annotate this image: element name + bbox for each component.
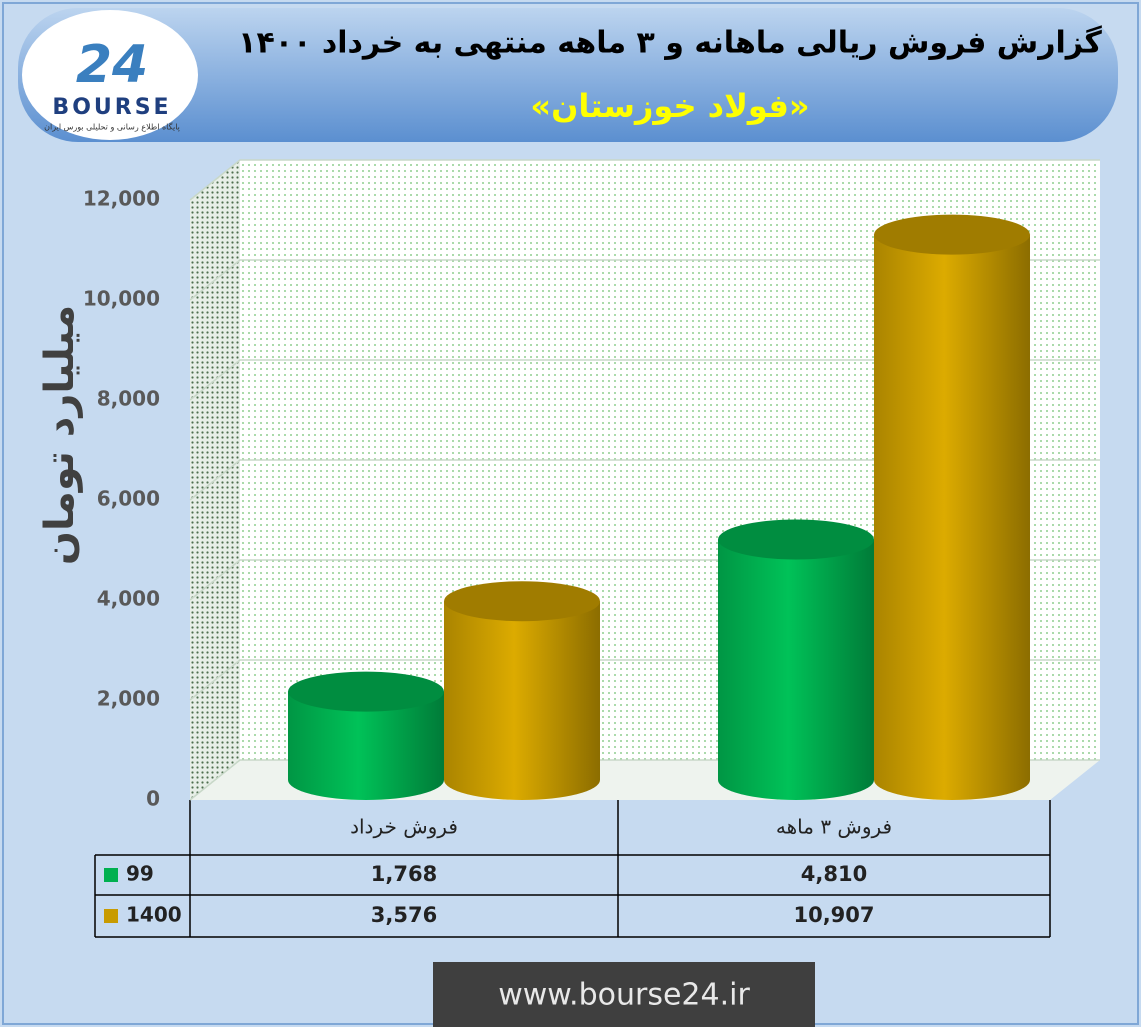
logo-tagline: پایگاه اطلاع رسانی و تحلیلی بورس ایران	[44, 122, 180, 132]
bar-top	[288, 671, 444, 712]
y-tick-label: 6,000	[97, 487, 160, 511]
y-tick-label: 4,000	[97, 587, 160, 611]
table-value: 1,768	[371, 862, 437, 886]
logo-number: 24	[76, 35, 148, 95]
footer-box	[433, 962, 815, 1027]
grid-line	[189, 459, 1100, 501]
bar	[874, 234, 1030, 800]
bar-top	[444, 581, 600, 622]
legend-swatch	[104, 868, 118, 882]
y-tick-label: 0	[146, 787, 160, 811]
legend-label: 99	[126, 862, 154, 886]
logo-bg	[22, 10, 198, 140]
y-tick-label: 10,000	[83, 287, 160, 311]
y-tick-label: 8,000	[97, 387, 160, 411]
table-value: 10,907	[793, 903, 874, 927]
footer-url: www.bourse24.ir	[498, 978, 750, 1013]
grid-line	[189, 259, 1100, 301]
bar-top	[874, 214, 1030, 255]
bar-top	[718, 519, 874, 560]
data-table	[94, 800, 1051, 938]
x-tick-label: فروش ۳ ماهه	[776, 815, 892, 839]
bar	[444, 601, 600, 800]
legend-label: 1400	[126, 903, 182, 927]
chart-subtitle: «فولاد خوزستان»	[530, 87, 809, 125]
grid-line	[189, 359, 1100, 401]
logo-name: BOURSE	[52, 95, 171, 120]
bar	[288, 691, 444, 800]
table-value: 3,576	[371, 903, 437, 927]
header-band	[18, 8, 1118, 142]
y-tick-label: 12,000	[83, 187, 160, 211]
x-tick-label: فروش خرداد	[350, 815, 458, 839]
grid-line	[189, 159, 1100, 201]
table-value: 4,810	[801, 862, 867, 886]
y-axis-title: میلیارد تومان	[37, 305, 83, 565]
y-tick-label: 2,000	[97, 687, 160, 711]
chart-title: گزارش فروش ریالی ماهانه و ۳ ماهه منتهی ب…	[238, 25, 1102, 61]
bar	[718, 539, 874, 800]
legend-swatch	[104, 909, 118, 923]
